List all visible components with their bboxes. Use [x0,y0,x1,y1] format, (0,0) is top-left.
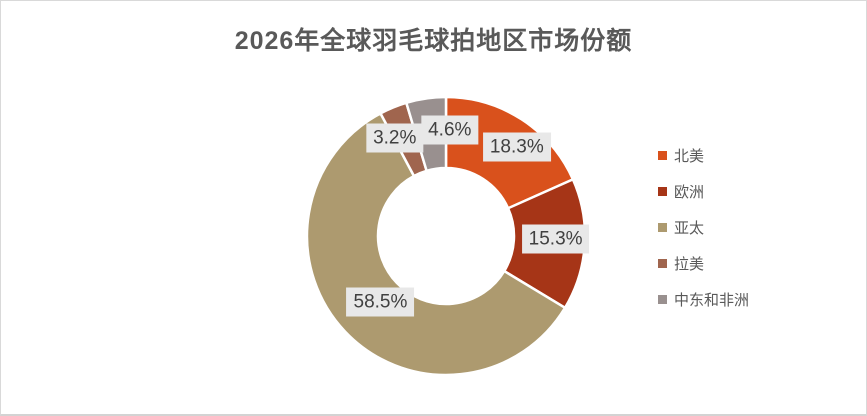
legend-item-label: 欧洲 [674,184,705,201]
legend-item-欧洲: 欧洲 [658,182,749,201]
data-label-中东和非洲: 4.6% [421,115,479,145]
legend-swatch-icon [658,187,667,196]
chart-title: 2026年全球羽毛球拍地区市场份额 [234,27,633,55]
data-label-北美: 18.3% [482,132,551,162]
data-label-欧洲: 15.3% [521,224,590,254]
legend-swatch-icon [658,295,667,304]
legend-swatch-icon [658,223,667,232]
legend: 北美欧洲亚太拉美中东和非洲 [658,146,749,309]
legend-item-北美: 北美 [658,146,749,165]
legend-item-label: 拉美 [674,256,705,273]
legend-item-亚太: 亚太 [658,218,749,237]
data-label-拉美: 3.2% [366,123,424,153]
data-label-亚太: 58.5% [346,287,415,317]
legend-item-label: 中东和非洲 [674,292,750,309]
legend-item-label: 北美 [674,148,705,165]
legend-swatch-icon [658,259,667,268]
legend-item-中东和非洲: 中东和非洲 [658,290,749,309]
legend-swatch-icon [658,151,667,160]
legend-item-label: 亚太 [674,220,705,237]
legend-item-拉美: 拉美 [658,254,749,273]
